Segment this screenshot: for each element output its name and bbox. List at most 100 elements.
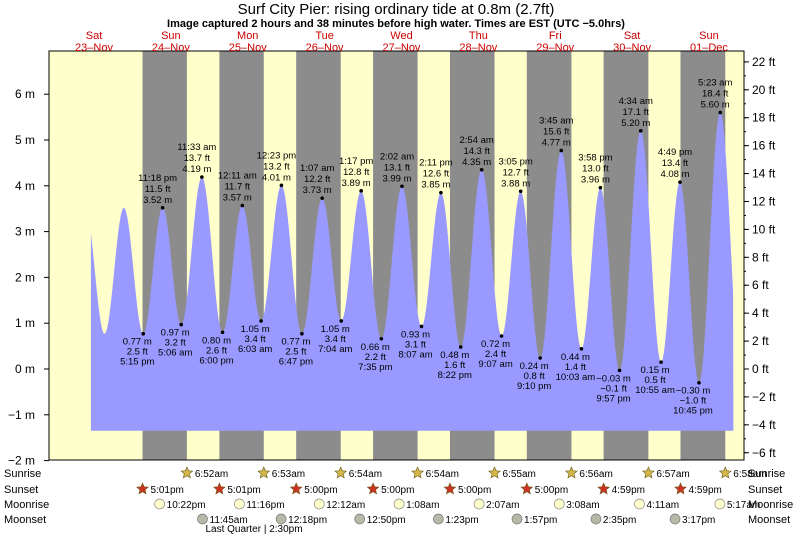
extreme-point xyxy=(220,330,225,335)
high-tide-time: 2:02 am xyxy=(380,151,414,162)
high-tide-feet: 11.5 ft xyxy=(145,184,171,195)
moonset-time: 3:17pm xyxy=(682,515,715,526)
sunset-time: 4:59pm xyxy=(688,485,721,496)
high-tide-time: 11:33 am xyxy=(177,142,216,153)
y-left-tick-label: 6 m xyxy=(15,87,35,101)
sunset-star-icon xyxy=(212,482,226,495)
low-tide-time: 7:04 am xyxy=(318,344,352,355)
y-right-tick-label: 16 ft xyxy=(752,139,776,153)
high-tide-time: 2:11 pm xyxy=(419,158,453,169)
moonset-icon xyxy=(511,513,523,525)
sunset-star-icon xyxy=(366,482,380,495)
low-tide-metres: 0.77 m xyxy=(123,337,152,348)
high-tide-feet: 11.7 ft xyxy=(224,181,250,192)
moonset-icon xyxy=(197,513,208,525)
high-tide-time: 3:05 pm xyxy=(498,156,532,167)
moonrise-icon xyxy=(234,498,245,510)
high-tide-metres: 5.20 m xyxy=(621,118,650,129)
sunset-star-icon xyxy=(674,482,687,495)
day-label-dow: Tue xyxy=(315,30,334,42)
day-label-dow: Wed xyxy=(390,30,412,42)
high-tide-time: 1:17 pm xyxy=(339,156,373,167)
extreme-point xyxy=(718,110,723,115)
high-tide-time: 4:34 am xyxy=(619,96,653,107)
moonrise-time: 4:11am xyxy=(646,500,679,511)
high-tide-feet: 12.8 ft xyxy=(343,167,370,178)
high-tide-metres: 5.60 m xyxy=(701,100,730,111)
sunset-time: 4:59pm xyxy=(612,485,645,496)
y-axis-right: 22 ft 20 ft 18 ft 16 ft 14 ft 12 ft 10 ft 8 ft 6… xyxy=(744,55,776,460)
sunrise-time: 6:58am xyxy=(733,469,766,480)
high-tide-feet: 14.3 ft xyxy=(463,146,490,157)
y-axis-left: 6 m 5 m 4 m 3 m 2 m 1 m 0 m −1 m −2 m xyxy=(8,87,49,468)
row-label-moonrise-right: Moonrise xyxy=(748,499,793,511)
y-right-tick-label: −4 ft xyxy=(752,418,776,432)
row-label-sunset-right: Sunset xyxy=(748,484,782,496)
sunrise-time: 6:55am xyxy=(503,469,536,480)
high-tide-metres: 3.85 m xyxy=(421,180,450,191)
low-tide-time: 9:10 pm xyxy=(517,381,551,392)
extreme-point xyxy=(697,380,701,385)
row-label-sunrise-right: Sunrise xyxy=(748,468,785,480)
low-tide-time: 7:35 pm xyxy=(358,362,392,373)
high-tide-time: 3:58 pm xyxy=(578,153,612,164)
extreme-point xyxy=(559,148,564,153)
plot-border xyxy=(48,50,745,461)
y-right-tick-label: −2 ft xyxy=(752,390,776,404)
moonset-icon xyxy=(669,513,681,525)
y-right-tick-label: 2 ft xyxy=(752,334,769,348)
sunrise-star-icon xyxy=(718,466,732,479)
extreme-point xyxy=(579,347,584,351)
high-tide-time: 2:54 am xyxy=(459,135,493,146)
high-tide-feet: 13.7 ft xyxy=(184,153,211,164)
low-tide-time: 6:00 pm xyxy=(199,355,233,366)
extreme-point xyxy=(320,196,325,200)
sunrise-time: 6:57am xyxy=(656,469,689,480)
day-label-dow: Fri xyxy=(549,30,562,42)
sunset-star-icon xyxy=(597,482,611,495)
y-right-tick-label: 10 ft xyxy=(752,222,776,236)
extreme-point xyxy=(300,331,304,336)
sunset-star-icon xyxy=(443,482,457,495)
y-right-tick-label: 18 ft xyxy=(752,111,776,125)
high-tide-time: 1:07 am xyxy=(300,163,334,174)
row-label-sunset: Sunset xyxy=(4,484,38,496)
moonrise-icon xyxy=(714,498,726,510)
sunrise-star-icon xyxy=(411,466,425,479)
moonrise-time: 3:08am xyxy=(566,500,599,511)
high-tide-metres: 3.88 m xyxy=(501,178,530,189)
y-right-tick-label: 8 ft xyxy=(752,250,769,264)
moonrise-time: 5:17am xyxy=(727,500,760,511)
day-label-dow: Sat xyxy=(86,30,103,42)
moonrise-time: 2:07am xyxy=(486,500,519,511)
moonrise-icon xyxy=(393,498,405,510)
sunset-time: 5:00pm xyxy=(304,485,337,496)
high-tide-time: 12:23 pm xyxy=(257,150,297,161)
low-tide-time: 10:45 pm xyxy=(673,406,713,417)
extreme-point xyxy=(379,336,384,341)
extreme-point xyxy=(598,185,603,190)
low-tide-feet: 3.4 ft xyxy=(325,334,346,345)
y-left-tick-label: 1 m xyxy=(15,316,35,330)
sunrise-star-icon xyxy=(641,466,655,479)
row-label-moonrise: Moonrise xyxy=(4,499,49,511)
day-label-date: 01–Dec xyxy=(690,42,728,54)
sun-moon-rows: Sunrise Sunrise Sunset Sunset Moonrise Moonri… xyxy=(4,466,793,526)
sunrise-star-icon xyxy=(257,466,271,479)
low-tide-metres: 0.24 m xyxy=(520,361,549,372)
day-label-date: 26–Nov xyxy=(306,42,344,54)
y-left-tick-label: 4 m xyxy=(15,179,35,193)
high-tide-metres: 4.77 m xyxy=(542,138,571,149)
day-label-dow: Thu xyxy=(469,30,488,42)
extreme-point xyxy=(659,360,663,364)
low-tide-metres: 0.44 m xyxy=(561,352,590,363)
y-right-tick-label: 0 ft xyxy=(752,362,769,376)
sunset-time: 5:01pm xyxy=(151,485,184,496)
moonrise-time: 1:08am xyxy=(406,500,439,511)
y-right-tick-label: −6 ft xyxy=(752,446,776,460)
day-label-dow: Sun xyxy=(699,30,719,42)
tide-curve xyxy=(90,112,734,431)
extreme-point xyxy=(400,184,404,189)
sunset-time: 5:00pm xyxy=(458,485,491,496)
